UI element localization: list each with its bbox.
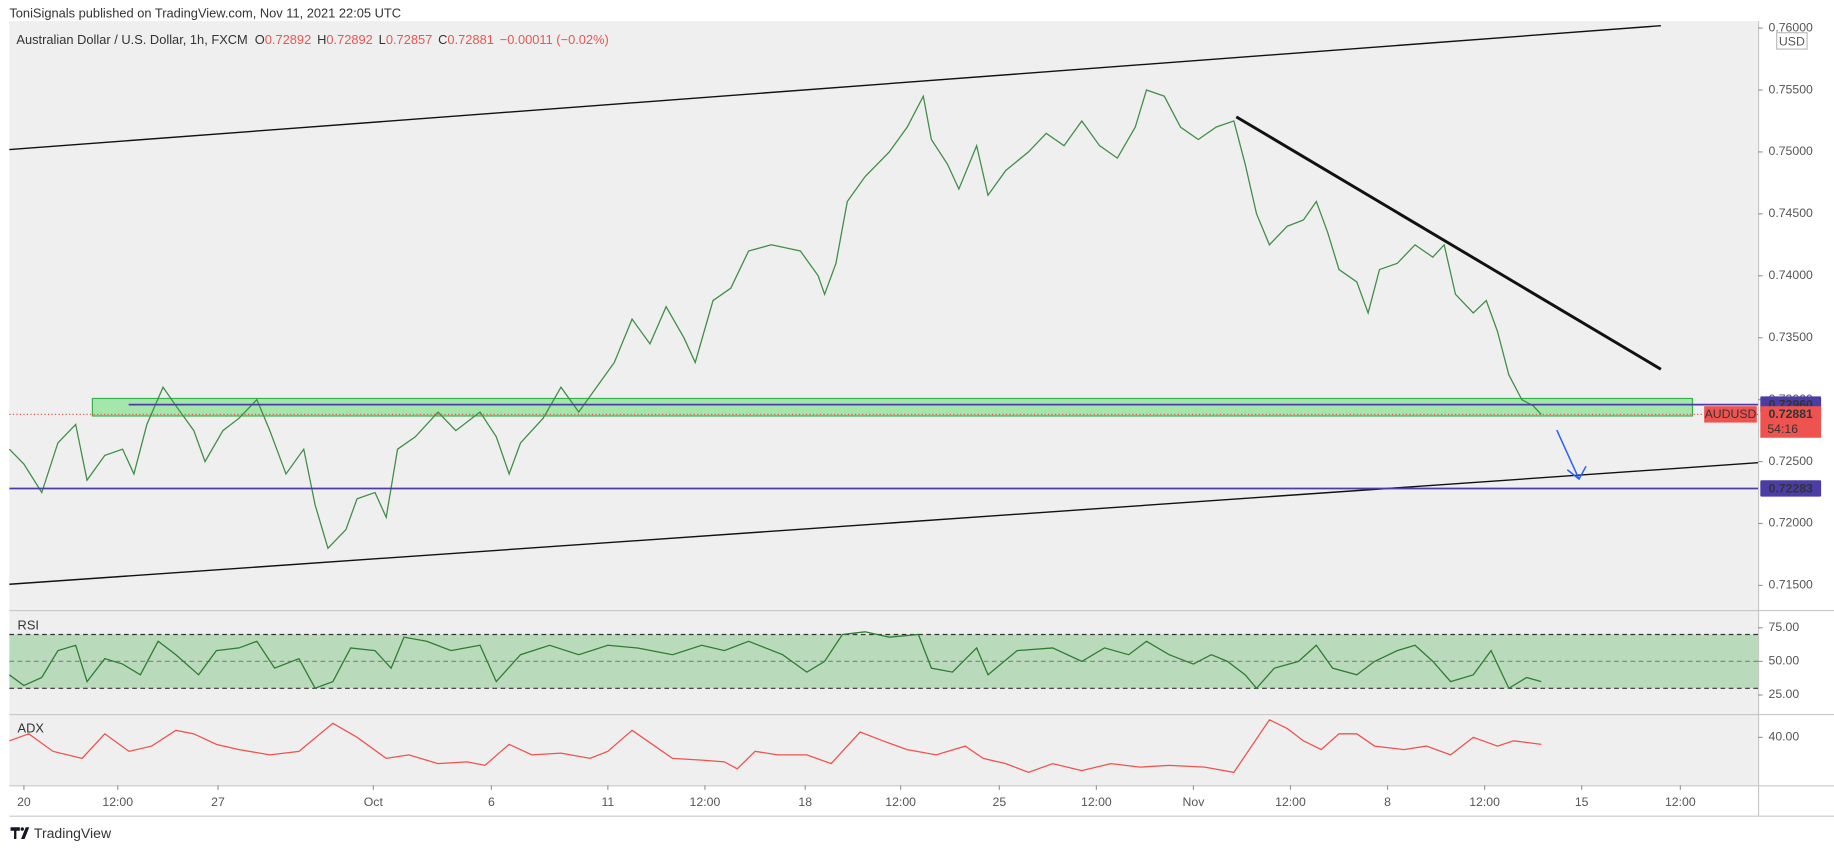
symbol-label: AUDUSD (1705, 407, 1757, 421)
legend-value: 0.72892 (326, 32, 372, 47)
y-tick-label: 0.74000 (1769, 268, 1814, 282)
last-price-label: 0.72881 (1769, 407, 1814, 421)
x-tick-label: 12:00 (1275, 795, 1306, 809)
brand-logo (10, 827, 30, 839)
y-tick-label: 0.72000 (1769, 516, 1814, 530)
x-tick-label: 12:00 (102, 795, 133, 809)
y-tick-label: 0.73500 (1769, 330, 1814, 344)
publisher-note: ToniSignals published on TradingView.com… (9, 5, 401, 20)
legend-value: 0.72857 (386, 32, 432, 47)
level-label: 0.72283 (1769, 481, 1814, 495)
legend-label: L (379, 32, 386, 47)
currency-label: USD (1779, 34, 1805, 48)
last-price-tag (1760, 406, 1822, 438)
y-tick-label: 0.72500 (1769, 454, 1814, 468)
y-tick-label: 0.71500 (1769, 578, 1814, 592)
x-tick-label: 12:00 (1081, 795, 1112, 809)
x-tick-label: 15 (1575, 795, 1589, 809)
price-line (9, 718, 1542, 774)
pane-title: ADX (18, 721, 45, 736)
x-tick-label: 12:00 (1469, 795, 1500, 809)
y-tick-label: 0.76000 (1769, 20, 1814, 34)
legend-label: O (255, 32, 265, 47)
countdown-label: 54:16 (1767, 422, 1798, 436)
legend-title: Australian Dollar / U.S. Dollar, 1h, FXC… (16, 32, 247, 47)
x-tick-label: Nov (1183, 795, 1206, 809)
x-tick-label: 27 (211, 795, 225, 809)
x-tick-label: 12:00 (1665, 795, 1696, 809)
legend-label: C (438, 32, 447, 47)
price-line (8, 89, 1542, 550)
legend-value: 0.72892 (265, 32, 311, 47)
legend-change: −0.00011 (−0.02%) (500, 32, 609, 47)
y-tick-label: 0.74500 (1769, 206, 1814, 220)
x-tick-label: 12:00 (690, 795, 721, 809)
brand: TradingView (34, 825, 112, 841)
y-tick-label: 50.00 (1769, 654, 1800, 668)
panes: 0.715000.720000.725000.730000.735000.740… (8, 20, 1822, 809)
y-tick-label: 0.75000 (1769, 144, 1814, 158)
y-tick-label: 40.00 (1769, 730, 1800, 744)
plot-area (9, 21, 1758, 786)
symbol-tag (1704, 406, 1757, 423)
channel-bottom (9, 462, 1759, 585)
x-tick-label: 20 (17, 795, 31, 809)
x-tick-label: 25 (992, 795, 1006, 809)
projection-arrow (1556, 429, 1587, 481)
pane-title: RSI (18, 618, 39, 633)
y-tick-label: 25.00 (1769, 687, 1800, 701)
x-tick-label: 12:00 (885, 795, 916, 809)
x-tick-label: 18 (798, 795, 812, 809)
trend-line (1235, 115, 1662, 371)
x-tick-label: Oct (364, 795, 384, 809)
y-tick-label: 75.00 (1769, 620, 1800, 634)
channel-top (9, 25, 1661, 151)
x-tick-label: 8 (1384, 795, 1391, 809)
level-tag (1760, 480, 1822, 497)
y-tick-label: 0.75500 (1769, 82, 1814, 96)
support-zone (91, 397, 1694, 417)
x-tick-label: 11 (601, 795, 614, 809)
currency-box (1776, 32, 1808, 50)
price-line (8, 631, 1542, 690)
x-tick-label: 6 (488, 795, 495, 809)
legend: Australian Dollar / U.S. Dollar, 1h, FXC… (16, 32, 608, 47)
legend-label: H (317, 32, 326, 47)
legend-value: 0.72881 (447, 32, 493, 47)
